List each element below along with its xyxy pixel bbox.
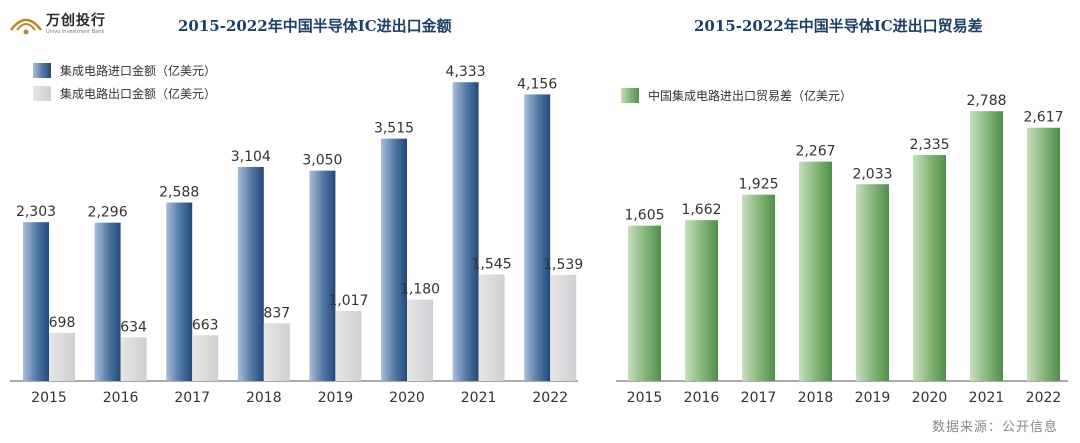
left-chart-title: 2015-2022年中国半导体IC进出口金额 [178,17,452,35]
trade-balance-bar [1027,127,1060,381]
trade-balance-value-label: 1,662 [681,202,721,218]
export-value-label: 1,180 [400,282,440,298]
brand-logo: 万创投行 Univo Investment Bank [8,6,118,40]
trade-balance-bar [970,111,1003,382]
brand-tagline: Univo Investment Bank [46,29,105,35]
trade-balance-value-label: 2,033 [852,166,892,182]
right-x-tick-label: 2015 [627,390,663,406]
import-bar [381,138,407,381]
legend-label-export: 集成电路出口金额（亿美元） [60,86,216,101]
trade-balance-bar [685,220,718,381]
trade-balance-value-label: 1,605 [624,208,664,224]
left-x-tick-label: 2019 [318,390,354,406]
export-value-label: 837 [263,305,290,321]
legend-label-import: 集成电路进口金额（亿美元） [60,63,216,78]
export-bar [120,337,147,381]
import-bar [309,170,336,381]
import-bar [94,222,121,381]
export-value-label: 1,545 [472,256,512,272]
right-x-tick-label: 2018 [798,390,834,406]
export-bar [407,299,433,381]
trade-balance-value-label: 2,335 [909,137,949,153]
right-x-tick-label: 2021 [969,390,1005,406]
left-x-tick-label: 2022 [532,390,568,406]
left-x-tick-label: 2017 [174,390,210,406]
source-note: 数据来源：公开信息 [931,420,1058,435]
right-x-tick-label: 2022 [1026,390,1062,406]
export-bar [49,332,75,381]
export-bar [192,335,219,381]
import-value-label: 3,515 [374,121,414,137]
trade-balance-bar [913,155,946,381]
right-x-tick-label: 2020 [912,390,948,406]
export-value-label: 698 [49,315,76,331]
legend-label-trade-balance: 中国集成电路进出口贸易差（亿美元） [648,88,852,103]
right-x-tick-label: 2019 [855,390,891,406]
left-x-tick-label: 2015 [31,390,67,406]
trade-balance-value-label: 2,617 [1023,110,1063,126]
left-x-tick-label: 2016 [103,390,139,406]
import-value-label: 2,296 [88,205,128,221]
import-value-label: 3,050 [302,153,342,169]
export-value-label: 663 [192,317,219,333]
export-bar [335,310,362,381]
trade-balance-bar [799,161,832,381]
left-x-tick-label: 2018 [246,390,282,406]
trade-balance-value-label: 2,267 [795,144,835,160]
brand-logo-icon [10,18,42,35]
import-value-label: 4,333 [446,64,486,80]
trade-balance-bar [628,225,661,381]
legend-swatch-import [33,63,51,78]
export-bar [478,274,505,381]
trade-balance-bar [856,184,889,381]
right-x-tick-label: 2017 [741,390,777,406]
right-x-tick-label: 2016 [684,390,720,406]
import-bar [452,82,479,381]
import-bar [524,94,551,381]
import-bar [23,222,49,381]
import-value-label: 2,588 [159,185,199,201]
legend-swatch-export [33,86,51,101]
export-bar [263,323,290,381]
import-bar [166,202,193,381]
import-value-label: 4,156 [517,76,557,92]
right-chart-title: 2015-2022年中国半导体IC进出口贸易差 [694,17,983,35]
export-value-label: 1,539 [543,257,583,273]
import-bar [237,166,264,381]
trade-balance-value-label: 1,925 [738,177,778,193]
legend-swatch-trade-balance [621,88,639,103]
brand-name: 万创投行 [46,13,106,29]
left-x-tick-label: 2020 [389,390,425,406]
trade-balance-bar [742,194,775,381]
import-value-label: 2,303 [16,204,56,220]
export-value-label: 634 [120,319,147,335]
import-value-label: 3,104 [231,149,271,165]
trade-balance-value-label: 2,788 [966,93,1006,109]
export-value-label: 1,017 [328,293,368,309]
left-x-tick-label: 2021 [461,390,497,406]
export-bar [550,274,577,381]
